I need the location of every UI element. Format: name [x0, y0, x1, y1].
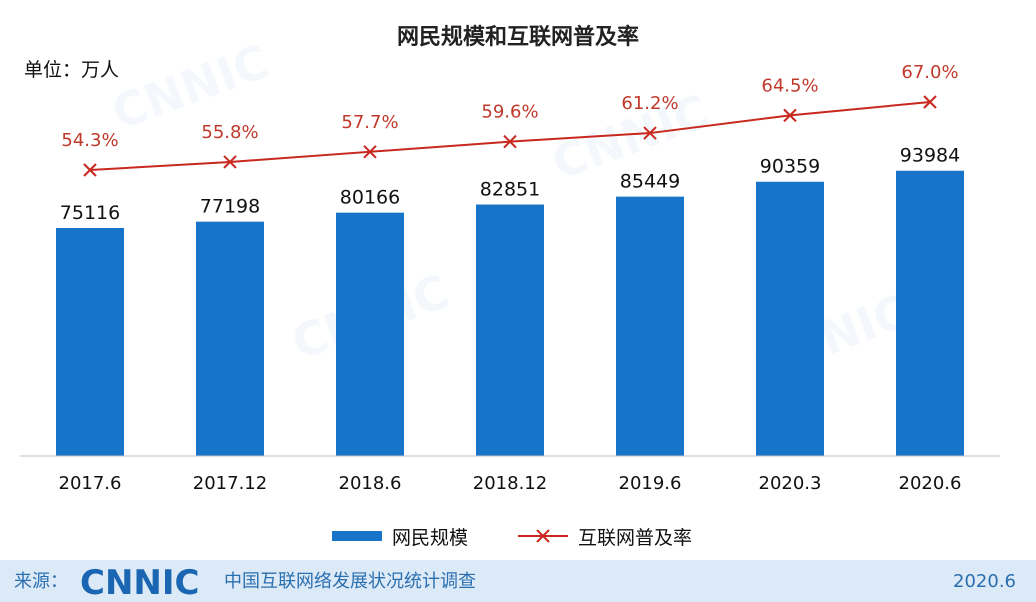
line-value-label: 59.6%: [481, 102, 538, 123]
bar-value-label: 85449: [620, 171, 680, 193]
source-org: 中国互联网络发展状况统计调查: [224, 571, 476, 592]
line-value-label: 55.8%: [201, 122, 258, 143]
bar-value-labels: 75116 77198 80166 82851 85449 90359 93984: [60, 145, 960, 224]
bar-value-label: 82851: [480, 179, 540, 201]
line-value-labels: 54.3% 55.8% 57.7% 59.6% 61.2% 64.5% 67.0%: [61, 62, 958, 151]
line-marker-x-icon: [83, 163, 97, 177]
line-value-label: 67.0%: [901, 62, 958, 83]
chart-title: 网民规模和互联网普及率: [397, 24, 639, 50]
line-marker-x-icon: [643, 126, 657, 140]
legend-bar-swatch: [332, 531, 382, 541]
x-tick-label: 2019.6: [619, 473, 682, 494]
line-value-label: 57.7%: [341, 112, 398, 133]
cnnic-logo: CNNIC: [80, 563, 199, 602]
line-value-label: 61.2%: [621, 93, 678, 114]
x-tick-label: 2017.12: [193, 473, 267, 494]
bar-2017.6: [56, 228, 124, 456]
line-marker-x-icon: [503, 134, 517, 149]
line-marker-x-icon: [363, 145, 377, 159]
legend-bar-label: 网民规模: [392, 527, 468, 549]
x-tick-label: 2018.12: [473, 473, 547, 494]
line-marker-x-icon: [783, 108, 797, 123]
bar-value-label: 75116: [60, 202, 120, 224]
bar-2020.6: [896, 170, 964, 456]
unit-label: 单位：万人: [24, 59, 119, 81]
line-marker-x-icon: [223, 155, 237, 169]
report-date: 2020.6: [953, 571, 1016, 592]
bar-2018.12: [476, 204, 544, 456]
bar-2018.6: [336, 212, 404, 456]
x-tick-label: 2020.3: [759, 473, 822, 494]
source-label: 来源：: [14, 571, 68, 592]
line-marker-x-icon: [923, 95, 937, 109]
bar-value-label: 77198: [200, 196, 260, 218]
x-tick-label: 2018.6: [339, 473, 402, 494]
line-markers: [83, 95, 937, 177]
line-value-label: 54.3%: [61, 130, 118, 151]
legend-line-label: 互联网普及率: [578, 527, 692, 549]
bar-value-label: 90359: [760, 156, 820, 178]
line-value-label: 64.5%: [761, 75, 818, 96]
x-tick-labels: 2017.6 2017.12 2018.6 2018.12 2019.6 2020.3 20…: [59, 473, 962, 494]
x-tick-label: 2017.6: [59, 473, 122, 494]
bar-value-label: 93984: [900, 145, 960, 167]
legend-x-marker-icon: [536, 529, 550, 543]
bar-2020.3: [756, 181, 824, 456]
footer-band: [0, 560, 1036, 602]
legend: 网民规模 互联网普及率: [332, 527, 692, 549]
x-tick-label: 2020.6: [899, 473, 962, 494]
bar-2017.12: [196, 221, 264, 456]
bar-value-label: 80166: [340, 187, 400, 209]
bar-series: [56, 170, 964, 457]
bar-2019.6: [616, 196, 684, 457]
